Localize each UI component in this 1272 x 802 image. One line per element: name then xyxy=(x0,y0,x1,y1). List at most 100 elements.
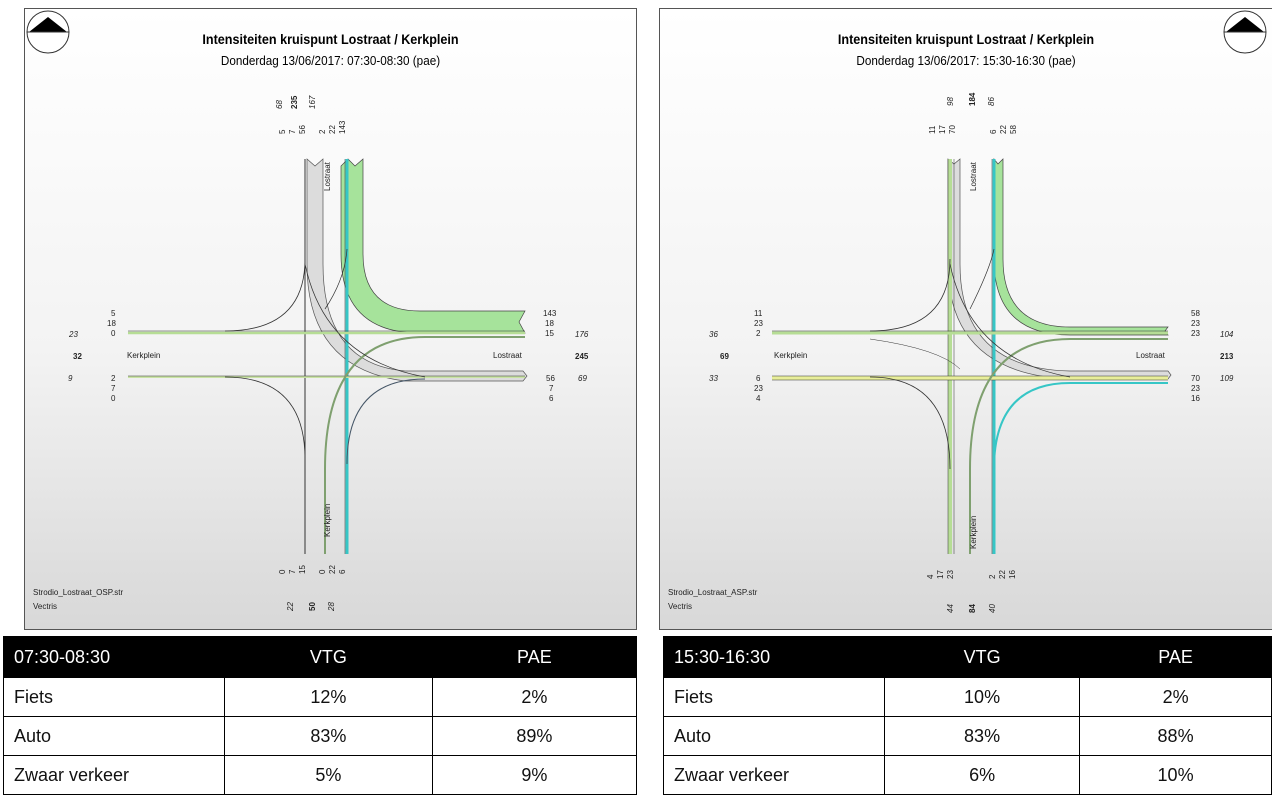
east-lower-1: 56 xyxy=(546,374,555,383)
south-total-value: 84 xyxy=(968,604,977,613)
vtg-header: VTG xyxy=(224,636,433,678)
table-row: Fiets 10% 2% xyxy=(663,677,1272,717)
pae-value: 89% xyxy=(431,716,638,756)
street-label-east: Lostraat xyxy=(1136,351,1166,360)
pae-header: PAE xyxy=(1079,636,1272,678)
pae-value: 88% xyxy=(1079,716,1272,756)
east-total-value: 213 xyxy=(1220,352,1234,361)
diagram-panel-afternoon: Intensiteiten kruispunt Lostraat / Kerkp… xyxy=(659,8,1272,630)
intersection-flow-diagram: Lostraat Kerkplein Kerkplein Lostraat 98… xyxy=(709,92,1234,613)
east-lower-3: 6 xyxy=(549,394,554,403)
north-left-lane-3: 70 xyxy=(948,125,957,134)
flow-curve-south-north xyxy=(324,248,348,310)
north-out-value: 98 xyxy=(946,97,955,106)
vtg-value: 10% xyxy=(883,677,1081,717)
south-right-lane-1: 0 xyxy=(318,569,327,574)
street-label-south: Kerkplein xyxy=(323,504,332,537)
south-total-value: 50 xyxy=(308,602,317,611)
pae-value: 2% xyxy=(431,677,638,717)
flow-curve-west-south xyxy=(224,376,306,460)
flow-curve-west-south xyxy=(869,376,951,470)
flow-band-north-southeast xyxy=(306,158,528,382)
flow-curve-south-north xyxy=(969,248,995,310)
vendor-name: Vectris xyxy=(668,602,693,611)
south-left-lane-3: 15 xyxy=(298,565,307,574)
west-lower-3: 4 xyxy=(756,394,761,403)
intersection-flow-diagram: Lostraat Kerkplein Kerkplein Lostraat 68… xyxy=(68,95,589,612)
west-upper-1: 11 xyxy=(754,309,763,318)
vtg-header: VTG xyxy=(883,636,1081,678)
vtg-value: 6% xyxy=(883,755,1081,795)
row-label: Fiets xyxy=(663,677,885,717)
row-label: Auto xyxy=(3,716,225,756)
west-upper-2: 18 xyxy=(107,319,116,328)
east-total-value: 245 xyxy=(575,352,589,361)
flow-band-north-southeast xyxy=(947,158,1172,380)
south-out-value: 44 xyxy=(946,604,955,613)
vtg-value: 5% xyxy=(224,755,433,795)
north-total-value: 235 xyxy=(290,95,299,109)
table-header-row: 07:30-08:30 VTG PAE xyxy=(3,636,638,678)
west-upper-1: 5 xyxy=(111,309,116,318)
table-row: Zwaar verkeer 6% 10% xyxy=(663,755,1272,795)
west-out-value: 33 xyxy=(709,374,718,383)
table-row: Zwaar verkeer 5% 9% xyxy=(3,755,638,795)
west-out-value: 9 xyxy=(68,374,73,383)
vehicle-share-table-morning: 07:30-08:30 VTG PAE Fiets 12% 2% Auto 83… xyxy=(3,636,638,795)
pae-value: 9% xyxy=(431,755,638,795)
north-left-lane-2: 17 xyxy=(938,125,947,134)
north-in-value: 86 xyxy=(987,97,996,106)
south-right-lane-1: 2 xyxy=(988,574,997,579)
diagram-subtitle: Donderdag 13/06/2017: 15:30-16:30 (pae) xyxy=(856,53,1076,68)
flow-curve-south-east xyxy=(969,338,1168,554)
flow-band-north-east xyxy=(340,158,526,334)
vtg-value: 83% xyxy=(224,716,433,756)
east-lower-2: 7 xyxy=(549,384,554,393)
street-label-north: Lostraat xyxy=(969,161,978,191)
row-label: Fiets xyxy=(3,677,225,717)
period-header: 07:30-08:30 xyxy=(3,636,225,678)
north-left-lane-2: 7 xyxy=(288,129,297,134)
south-in-value: 28 xyxy=(327,602,336,612)
east-lower-1: 70 xyxy=(1191,374,1200,383)
north-right-lane-1: 6 xyxy=(989,129,998,134)
west-upper-3: 0 xyxy=(111,329,116,338)
row-label: Zwaar verkeer xyxy=(663,755,885,795)
table-header-row: 15:30-16:30 VTG PAE xyxy=(663,636,1272,678)
street-label-south: Kerkplein xyxy=(969,516,978,549)
period-header: 15:30-16:30 xyxy=(663,636,885,678)
diagram-title: Intensiteiten kruispunt Lostraat / Kerkp… xyxy=(202,31,459,47)
vehicle-share-table-afternoon: 15:30-16:30 VTG PAE Fiets 10% 2% Auto 83… xyxy=(663,636,1272,795)
north-total-value: 184 xyxy=(968,92,977,106)
pae-value: 2% xyxy=(1079,677,1272,717)
west-lower-3: 0 xyxy=(111,394,116,403)
north-left-lane-1: 5 xyxy=(278,129,287,134)
pae-header: PAE xyxy=(431,636,638,678)
south-right-lane-2: 22 xyxy=(328,565,337,574)
flow-curve-north-southeast-thin xyxy=(304,263,426,378)
west-in-value: 23 xyxy=(68,330,78,339)
east-upper-1: 58 xyxy=(1191,309,1200,318)
west-in-value: 36 xyxy=(709,330,718,339)
source-file-name: Strodio_Lostraat_OSP.str xyxy=(33,588,124,597)
source-file-name: Strodio_Lostraat_ASP.str xyxy=(668,588,758,597)
flow-curve-south-east xyxy=(324,336,525,554)
south-out-value: 22 xyxy=(286,602,295,612)
south-left-lane-1: 4 xyxy=(926,574,935,579)
north-left-lane-1: 11 xyxy=(928,125,937,134)
south-left-lane-2: 17 xyxy=(936,570,945,579)
north-right-lane-3: 143 xyxy=(338,120,347,134)
west-total-value: 32 xyxy=(73,352,82,361)
south-left-lane-2: 7 xyxy=(288,569,297,574)
west-lower-1: 6 xyxy=(756,374,761,383)
west-total-value: 69 xyxy=(720,352,729,361)
row-label: Auto xyxy=(663,716,885,756)
west-lower-2: 23 xyxy=(754,384,763,393)
pae-value: 10% xyxy=(1079,755,1272,795)
flow-band-north-east xyxy=(993,158,1169,336)
south-right-lane-2: 22 xyxy=(998,570,1007,579)
south-left-lane-1: 0 xyxy=(278,569,287,574)
north-out-value: 68 xyxy=(275,100,284,109)
west-lower-2: 7 xyxy=(111,384,116,393)
flow-curve-north-southeast-thin xyxy=(949,263,1071,378)
